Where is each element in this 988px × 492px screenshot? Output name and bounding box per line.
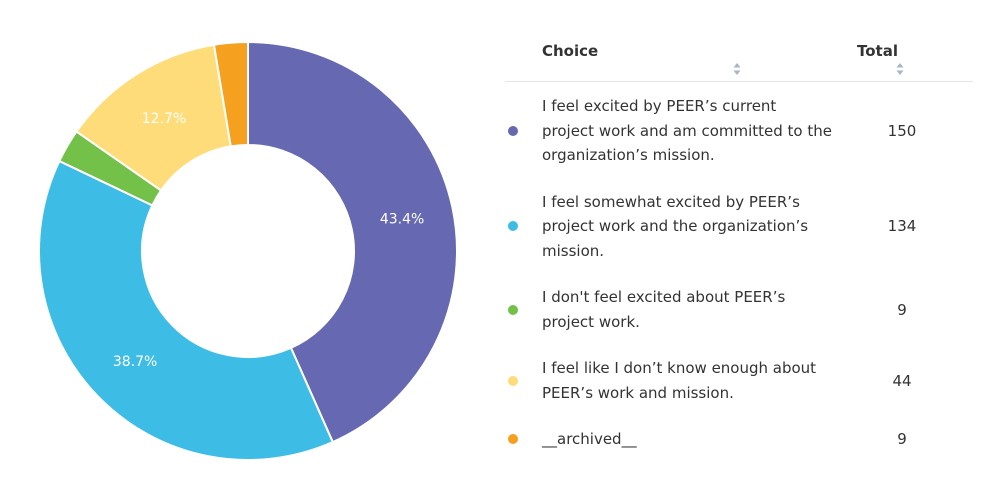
- donut-svg: 43.4% 38.7% 12.7%: [38, 40, 458, 461]
- donut-slice[interactable]: [212, 40, 249, 148]
- table-row: __archived__ 9: [505, 427, 973, 452]
- legend-dot: [508, 125, 518, 136]
- row-total: 44: [892, 371, 912, 390]
- column-header-choice-label: Choice: [542, 41, 599, 60]
- donut-slice[interactable]: [38, 159, 335, 461]
- legend-dot: [508, 304, 518, 315]
- row-total: 9: [897, 430, 907, 449]
- table-row: I feel somewhat excited by PEER’s projec…: [505, 190, 973, 264]
- table-row: I don't feel excited about PEER’s projec…: [505, 285, 973, 334]
- legend-table: Choice Total I feel excited by PEER’s cu…: [505, 38, 973, 452]
- column-header-choice[interactable]: Choice: [542, 42, 792, 78]
- legend-dot: [508, 375, 518, 386]
- sort-icon[interactable]: [895, 62, 905, 76]
- donut-chart: 43.4% 38.7% 12.7%: [38, 40, 458, 461]
- row-choice: I feel somewhat excited by PEER’s projec…: [542, 192, 809, 260]
- slice-percent-label: 43.4%: [380, 211, 424, 227]
- legend-dot: [508, 221, 518, 232]
- row-choice: I feel like I don’t know enough about PE…: [542, 359, 817, 402]
- row-total: 150: [887, 121, 917, 140]
- table-row: I feel excited by PEER’s current project…: [505, 94, 973, 168]
- row-choice: I feel excited by PEER’s current project…: [542, 97, 832, 164]
- column-header-total-label: Total: [857, 41, 898, 60]
- table-header: Choice Total: [505, 38, 973, 82]
- column-header-total[interactable]: Total: [857, 42, 947, 78]
- legend-dot: [508, 434, 518, 445]
- sort-icon[interactable]: [732, 62, 742, 76]
- slice-percent-label: 38.7%: [113, 354, 157, 370]
- row-total: 9: [897, 300, 907, 319]
- donut-slice[interactable]: [247, 40, 458, 444]
- row-choice: __archived__: [542, 430, 637, 448]
- row-total: 134: [887, 217, 917, 236]
- table-row: I feel like I don’t know enough about PE…: [505, 356, 973, 405]
- row-choice: I don't feel excited about PEER’s projec…: [542, 288, 786, 331]
- slice-percent-label: 12.7%: [142, 111, 186, 127]
